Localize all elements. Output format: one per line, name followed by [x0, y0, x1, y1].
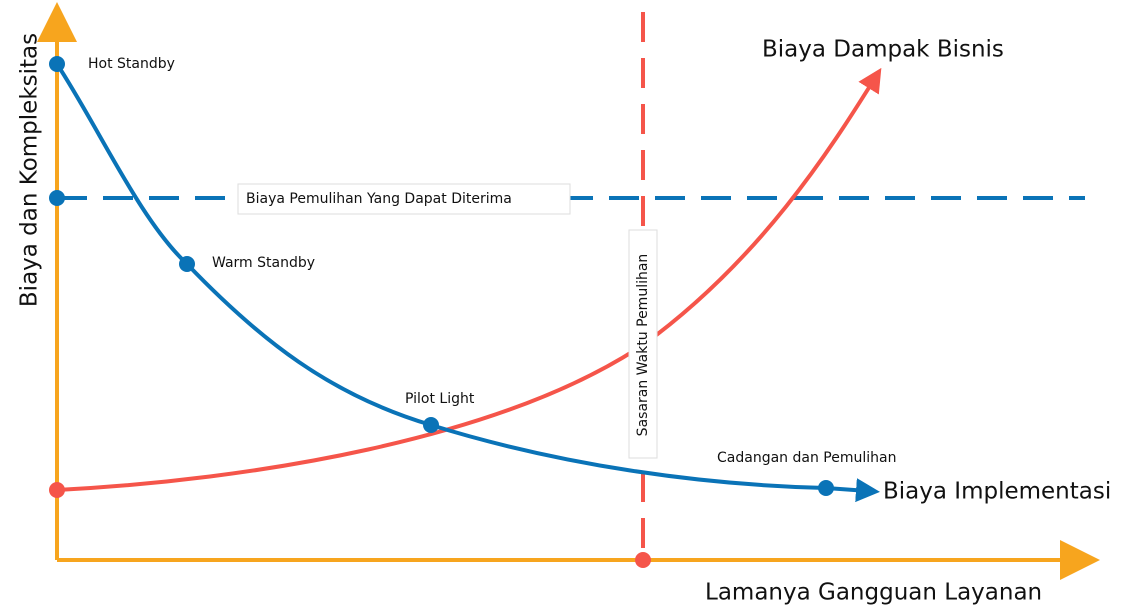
- point-label: Hot Standby: [88, 56, 175, 72]
- curve-label: Biaya Implementasi: [883, 479, 1111, 505]
- implementation-curve: [55, 62, 880, 503]
- dot: [423, 417, 439, 433]
- label-box: [237, 183, 571, 215]
- dot: [49, 56, 65, 72]
- label-box: [628, 229, 658, 459]
- impact-curve: [56, 67, 882, 492]
- point-label: Cadangan dan Pemulihan: [717, 450, 896, 466]
- line-label: Biaya Pemulihan Yang Dapat Diterima: [246, 191, 512, 207]
- line-label: Sasaran Waktu Pemulihan: [635, 254, 651, 437]
- x-axis-label: Lamanya Gangguan Layanan: [705, 580, 1042, 606]
- dot: [179, 256, 195, 272]
- y-axis-label: Biaya dan Kompleksitas: [17, 33, 43, 307]
- curve-label: Biaya Dampak Bisnis: [762, 37, 1004, 63]
- point-label: Pilot Light: [405, 391, 475, 407]
- dot: [49, 482, 65, 498]
- dot: [49, 190, 65, 206]
- dot: [635, 552, 651, 568]
- dot: [818, 480, 834, 496]
- point-label: Warm Standby: [212, 255, 315, 271]
